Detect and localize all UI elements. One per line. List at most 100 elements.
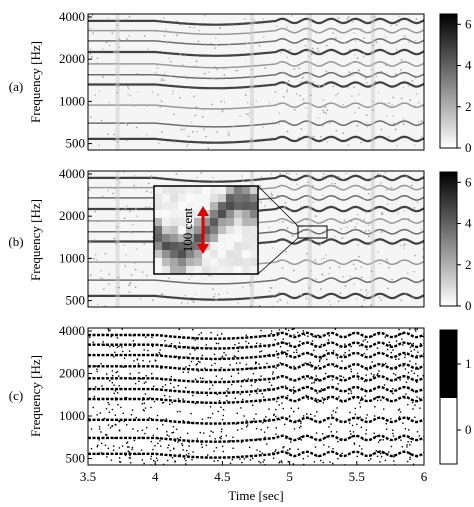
red-arrow-head-up	[197, 206, 209, 216]
speckle	[300, 439, 302, 441]
speckle	[160, 100, 163, 103]
speckle	[193, 95, 195, 98]
speckle	[337, 383, 339, 385]
speckle	[158, 351, 160, 354]
speckle	[316, 378, 318, 380]
speckle	[146, 231, 149, 233]
speckle	[297, 407, 300, 409]
speckle	[336, 431, 338, 433]
speckle	[363, 55, 365, 58]
speckle	[320, 343, 323, 346]
speckle	[103, 344, 106, 346]
speckle	[148, 206, 150, 208]
speckle	[96, 220, 99, 223]
speckle	[359, 406, 362, 408]
inset-pixel	[210, 186, 218, 194]
speckle	[402, 86, 405, 89]
inset-pixel	[186, 186, 194, 194]
speckle	[377, 91, 380, 94]
speckle	[352, 431, 355, 433]
speckle	[126, 139, 128, 141]
speckle	[159, 106, 161, 108]
speckle	[233, 355, 236, 357]
speckle	[129, 282, 132, 284]
speckle	[380, 182, 382, 184]
speckle	[129, 457, 131, 459]
speckle	[89, 52, 92, 55]
speckle	[234, 356, 237, 358]
speckle	[145, 336, 147, 338]
speckle	[334, 365, 336, 368]
speckle	[203, 15, 206, 17]
speckle	[129, 373, 131, 375]
inset-pixel	[162, 234, 170, 242]
speckle	[101, 385, 103, 387]
speckle	[107, 424, 110, 426]
harmonic-trace	[88, 277, 424, 285]
speckle	[218, 400, 221, 402]
speckle	[322, 402, 324, 404]
speckle	[377, 251, 379, 253]
speckle	[293, 365, 295, 367]
speckle	[364, 389, 366, 391]
speckle	[276, 25, 278, 27]
speckle	[384, 103, 387, 105]
speckle	[107, 17, 109, 19]
speckle	[134, 286, 137, 288]
inset-pixel	[178, 242, 186, 250]
speckle	[291, 328, 293, 331]
speckle	[157, 93, 159, 96]
speckle	[311, 340, 314, 342]
speckle	[349, 430, 351, 433]
speckle	[209, 388, 211, 390]
y-tick-label: 1000	[59, 250, 85, 265]
speckle	[209, 435, 211, 437]
speckle	[379, 450, 381, 452]
speckle	[289, 49, 291, 51]
speckle	[361, 276, 363, 279]
speckle	[185, 386, 187, 389]
speckle	[302, 415, 305, 417]
speckle	[242, 180, 244, 182]
zoom-inset-frame	[153, 185, 259, 275]
speckle	[207, 147, 209, 150]
speckle	[399, 452, 401, 455]
speckle	[111, 375, 114, 377]
speckle	[88, 365, 91, 367]
speckle	[214, 362, 216, 365]
speckle	[194, 402, 197, 405]
speckle	[129, 454, 131, 457]
speckle	[290, 441, 292, 443]
speckle	[285, 437, 287, 440]
speckle	[317, 365, 320, 367]
inset-pixel	[250, 266, 258, 274]
speckle	[352, 21, 354, 23]
inset-pixel	[154, 234, 162, 242]
speckle	[332, 350, 335, 352]
speckle	[320, 243, 322, 245]
inset-pixel	[186, 242, 194, 250]
inset-pixel	[210, 234, 218, 242]
speckle	[312, 335, 314, 338]
speckle	[300, 425, 302, 427]
y-tick-label: 2000	[59, 208, 85, 223]
speckle	[313, 86, 315, 88]
speckle	[331, 414, 333, 416]
speckle	[135, 453, 137, 456]
inset-pixel	[226, 234, 234, 242]
speckle	[345, 172, 347, 175]
speckle	[285, 250, 287, 253]
speckle	[284, 119, 286, 122]
speckle	[329, 304, 332, 306]
speckle	[105, 408, 108, 410]
speckle	[171, 401, 173, 404]
speckle	[141, 403, 143, 405]
speckle	[270, 384, 273, 386]
speckle	[397, 409, 400, 411]
speckle	[392, 429, 394, 431]
speckle	[200, 441, 202, 443]
inset-pixel	[210, 210, 218, 218]
speckle	[405, 72, 407, 74]
speckle	[357, 244, 360, 246]
speckle	[220, 435, 222, 438]
